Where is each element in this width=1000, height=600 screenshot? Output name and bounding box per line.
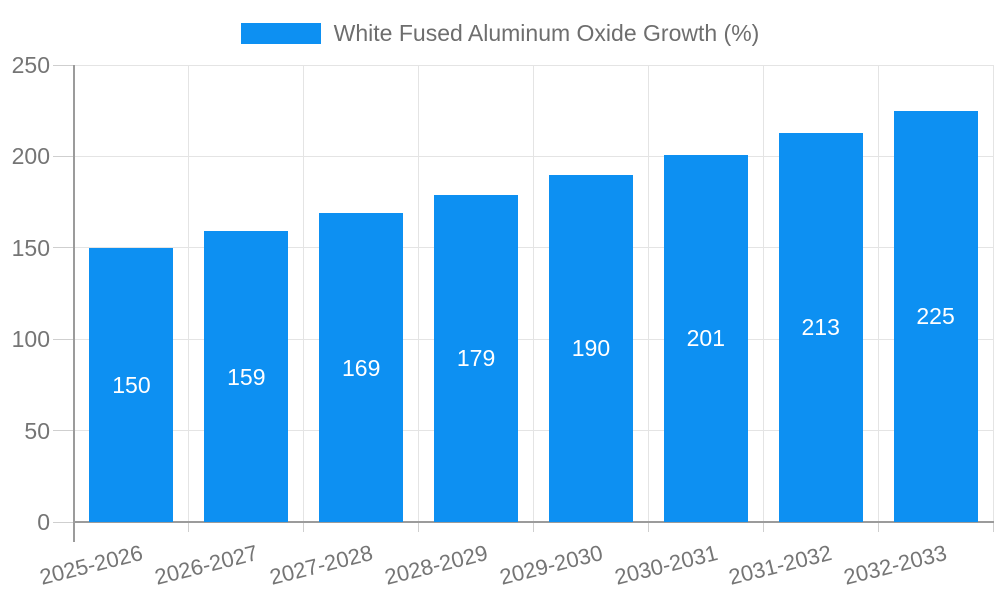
bar — [893, 110, 978, 522]
gridline-vertical — [877, 65, 879, 522]
x-tick-mark — [533, 522, 534, 532]
gridline-vertical — [533, 65, 534, 522]
y-tick-mark — [53, 155, 74, 157]
chart-legend[interactable]: White Fused Aluminum Oxide Growth (%) — [0, 20, 1000, 46]
y-axis-tick-label: 100 — [11, 326, 50, 353]
y-axis-line — [73, 65, 75, 542]
bar-value-label: 179 — [456, 345, 496, 372]
x-axis-tick-label: 2030-2031 — [611, 540, 720, 590]
x-axis-tick-label: 2031-2032 — [726, 540, 835, 590]
bar — [204, 231, 289, 522]
x-tick-mark — [418, 522, 420, 532]
gridline-vertical — [303, 65, 305, 522]
bar-value-label: 201 — [686, 325, 725, 352]
gridline-vertical — [188, 65, 190, 522]
y-axis-tick-label: 0 — [37, 509, 50, 535]
x-axis-tick-label: 2028-2029 — [381, 540, 491, 590]
y-tick-mark — [53, 430, 74, 432]
y-tick-mark — [53, 64, 74, 66]
gridline-vertical — [762, 65, 764, 522]
x-tick-mark — [762, 522, 764, 532]
legend-label: White Fused Aluminum Oxide Growth (%) — [333, 20, 760, 46]
gridline-vertical — [992, 65, 994, 522]
bar — [319, 213, 404, 522]
x-tick-mark — [188, 522, 190, 532]
x-tick-mark — [877, 522, 879, 532]
y-tick-mark — [53, 247, 74, 249]
bar-value-label: 225 — [916, 303, 955, 330]
x-axis-tick-label: 2027-2028 — [267, 540, 376, 590]
bar-value-label: 150 — [112, 371, 151, 398]
legend-swatch — [240, 22, 321, 44]
x-axis-tick-label: 2025-2026 — [37, 540, 146, 590]
x-axis-line — [73, 521, 994, 523]
bar-value-label: 213 — [801, 314, 840, 341]
x-tick-mark — [303, 522, 305, 532]
y-axis-tick-label: 50 — [24, 417, 50, 444]
x-axis-tick-label: 2032-2033 — [841, 540, 950, 590]
bar — [548, 174, 633, 522]
bar — [778, 132, 863, 522]
y-axis-tick-label: 200 — [11, 143, 50, 170]
x-tick-mark — [647, 522, 649, 532]
bar — [663, 154, 748, 522]
bar-value-label: 169 — [342, 354, 381, 381]
bar — [89, 247, 174, 522]
gridline-vertical — [647, 65, 649, 522]
bar — [434, 194, 519, 522]
bar-value-label: 190 — [571, 335, 611, 362]
y-axis-tick-label: 250 — [11, 52, 50, 78]
x-tick-mark — [992, 522, 994, 532]
bar-value-label: 159 — [227, 363, 266, 390]
x-axis-tick-label: 2026-2027 — [152, 540, 261, 590]
gridline-vertical — [418, 65, 420, 522]
y-tick-mark — [53, 521, 74, 523]
y-tick-mark — [53, 338, 74, 340]
x-axis-tick-label: 2029-2030 — [496, 540, 605, 590]
y-axis-tick-label: 150 — [11, 234, 50, 261]
